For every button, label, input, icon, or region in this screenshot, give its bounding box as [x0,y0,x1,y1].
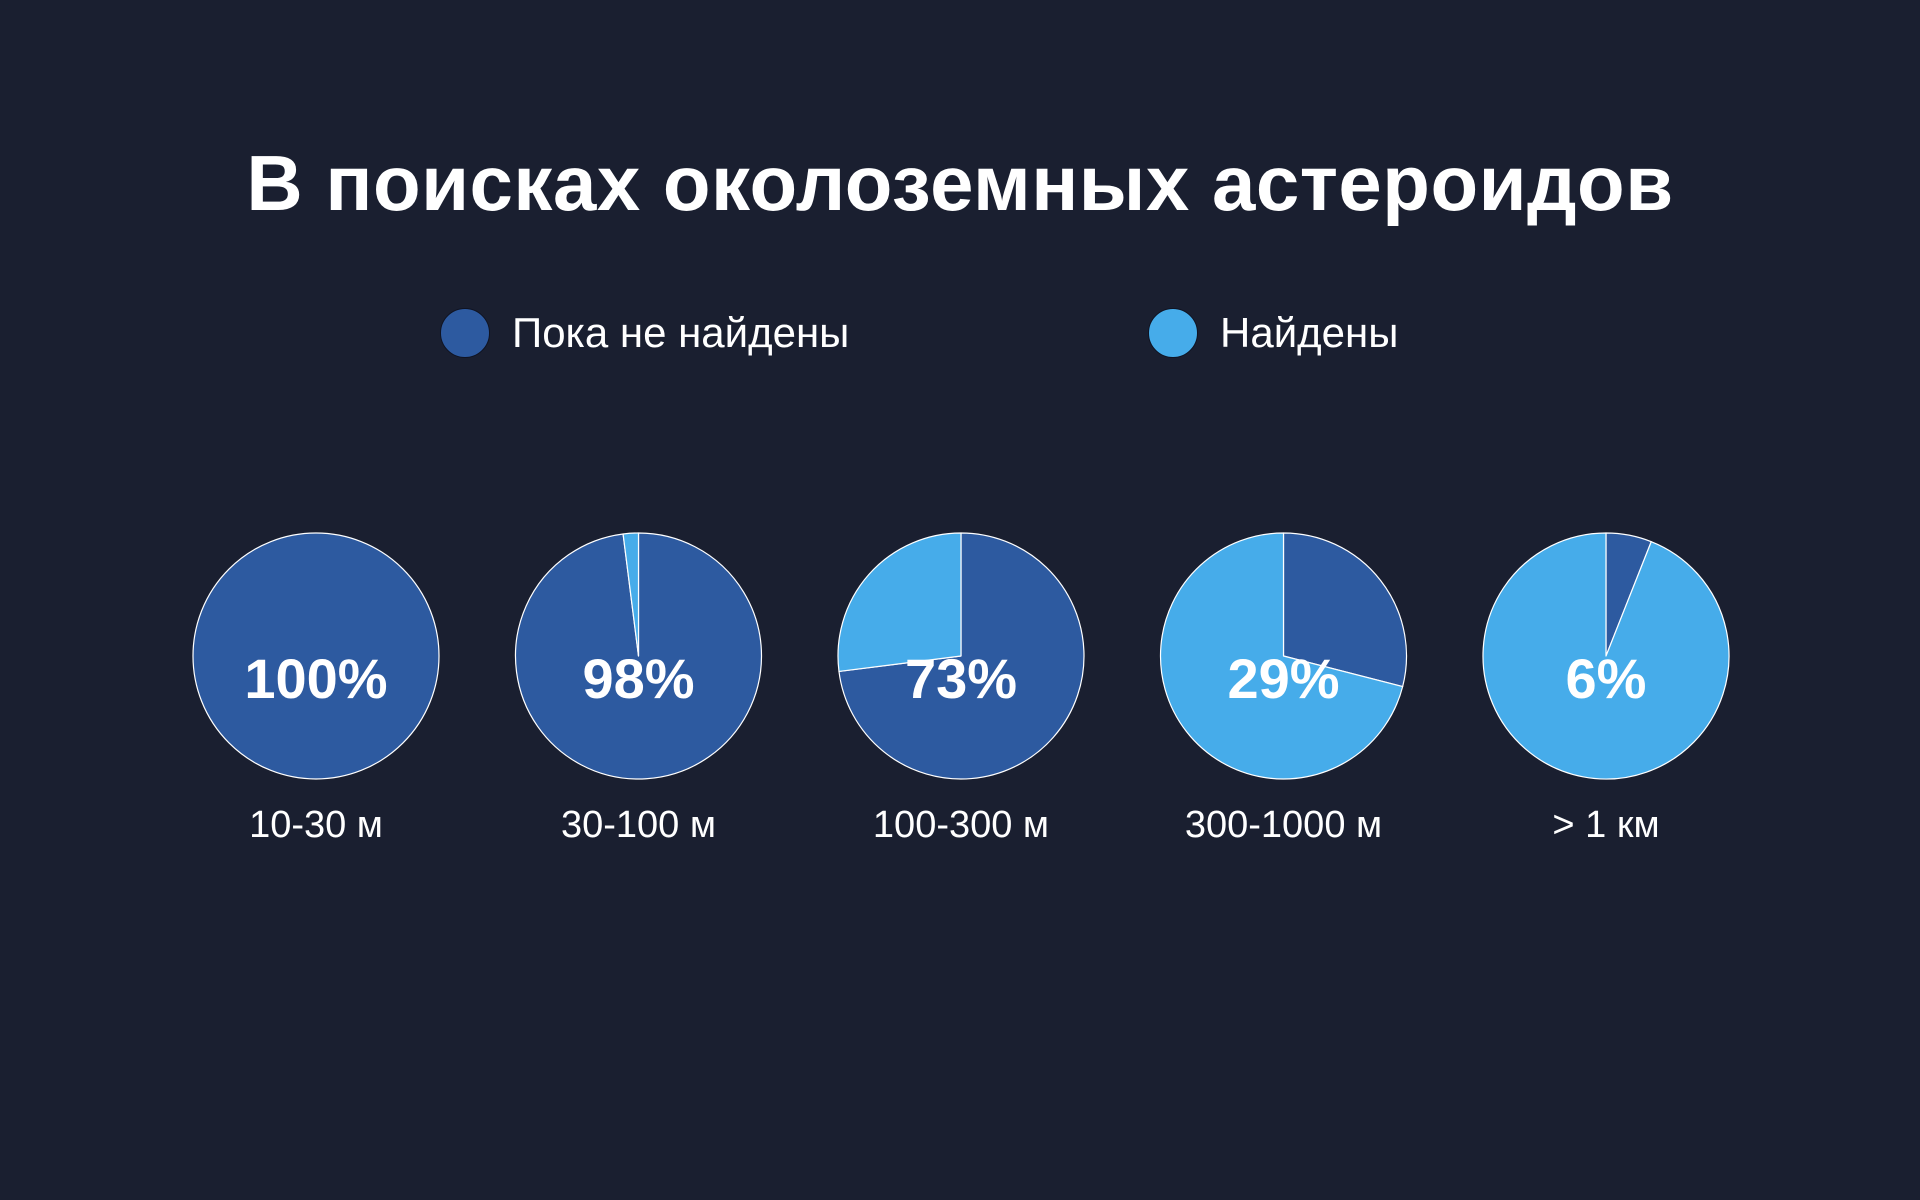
pie-slice-found [622,532,640,657]
chart-title: В поисках околоземных астероидов [246,139,1674,227]
pie-category-label: 300-1000 м [1185,804,1382,846]
pie-category-label: > 1 км [1552,804,1659,846]
pie-percent-label: 98% [582,647,694,710]
pie-percent-label: 29% [1227,647,1339,710]
pie-slice-found [837,532,962,673]
legend-item-unfound: Пока не найдены [440,305,849,361]
pie-slice-unfound [192,532,440,780]
pie-percent-label: 100% [244,647,387,710]
pie-percent-label: 6% [1566,647,1647,710]
pie-slice-unfound [1282,532,1408,688]
legend-label-unfound: Пока не найдены [512,309,850,356]
legend-swatch-unfound [440,308,490,358]
pie-percent-label: 73% [905,647,1017,710]
pie-slice-found [1482,532,1730,780]
pie-category-label: 30-100 м [561,804,716,846]
legend-item-found: Найдены [1148,305,1398,361]
legend-label-found: Найдены [1220,309,1399,356]
pie-slice-found [1159,532,1404,780]
pie-category-label: 100-300 м [873,804,1049,846]
legend-swatch-found [1148,308,1198,358]
pie-category-label: 10-30 м [249,804,383,846]
